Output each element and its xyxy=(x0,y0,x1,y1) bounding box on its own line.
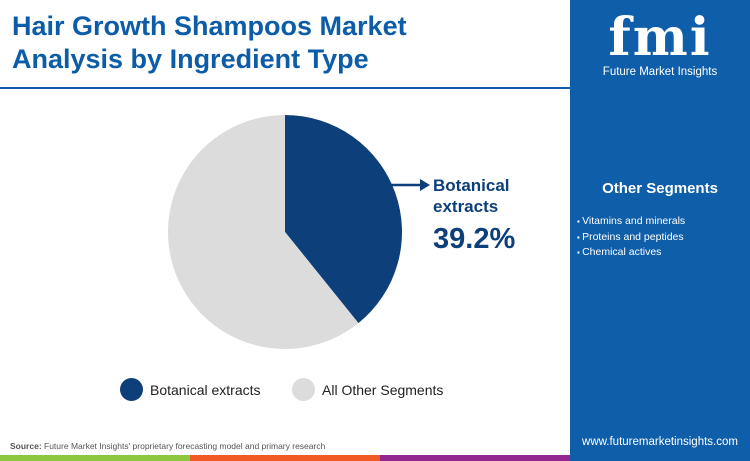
title-divider xyxy=(0,87,570,89)
footer-bar-orange xyxy=(190,455,380,461)
legend-swatch xyxy=(292,378,315,401)
page-title: Hair Growth Shampoos Market Analysis by … xyxy=(12,11,407,74)
other-segments-list: Vitamins and minerals Proteins and pepti… xyxy=(577,214,685,261)
fmi-logo: fmi Future Market Insights xyxy=(570,7,750,79)
footer-bar-green xyxy=(0,455,190,461)
source-label: Source: xyxy=(10,441,42,451)
segment-item: Chemical actives xyxy=(577,245,685,261)
other-segments-heading: Other Segments xyxy=(602,180,718,197)
segment-item: Proteins and peptides xyxy=(577,230,685,246)
source-note: Source: Future Market Insights' propriet… xyxy=(10,441,325,451)
pie-chart xyxy=(167,115,402,349)
side-panel: fmi Future Market Insights Other Segment… xyxy=(570,0,750,461)
pie-slice-botanical-extracts xyxy=(285,115,402,324)
website-link[interactable]: www.futuremarketinsights.com xyxy=(582,436,738,448)
legend-label: Botanical extracts xyxy=(150,381,261,398)
legend-label: All Other Segments xyxy=(322,381,444,398)
legend-item-others: All Other Segments xyxy=(292,378,443,401)
callout-value: 39.2% xyxy=(433,223,516,255)
pie-callout: Botanical extracts 39.2% xyxy=(433,175,523,256)
logo-name: Future Market Insights xyxy=(602,66,718,78)
legend-item-botanical: Botanical extracts xyxy=(120,378,261,401)
callout-arrow-icon xyxy=(390,179,430,191)
legend-swatch xyxy=(120,378,143,401)
callout-label: Botanical extracts xyxy=(433,176,510,216)
pie-slice-all-other-segments xyxy=(167,115,359,349)
logo-mark: fmi xyxy=(608,7,712,68)
source-text: Future Market Insights' proprietary fore… xyxy=(41,441,326,451)
segment-item: Vitamins and minerals xyxy=(577,214,685,230)
footer-bar-purple xyxy=(380,455,570,461)
